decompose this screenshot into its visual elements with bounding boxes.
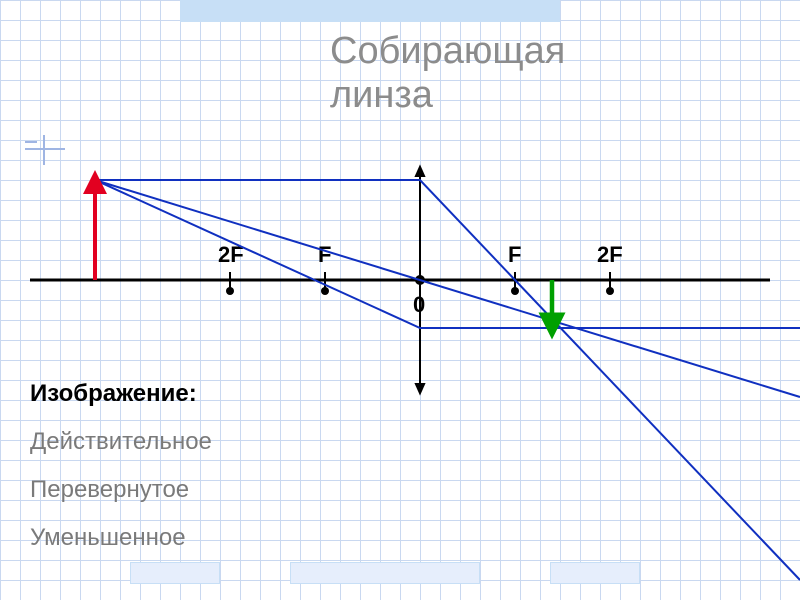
label-plus-2f: 2F	[597, 242, 623, 267]
desc-heading: Изображение:	[30, 370, 212, 418]
desc-line-2: Перевернутое	[30, 466, 212, 514]
bottom-placeholders	[130, 562, 640, 584]
label-minus-f: F	[318, 242, 331, 267]
ray-through-focus-then-parallel	[95, 180, 800, 328]
ray-through-center	[95, 180, 800, 397]
placeholder-3	[550, 562, 640, 584]
desc-line-1: Действительное	[30, 418, 212, 466]
placeholder-2	[290, 562, 480, 584]
desc-line-3: Уменьшенное	[30, 514, 212, 562]
image-description: Изображение: Действительное Перевернутое…	[30, 370, 212, 562]
label-origin: 0	[413, 292, 425, 317]
placeholder-1	[130, 562, 220, 584]
label-plus-f: F	[508, 242, 521, 267]
